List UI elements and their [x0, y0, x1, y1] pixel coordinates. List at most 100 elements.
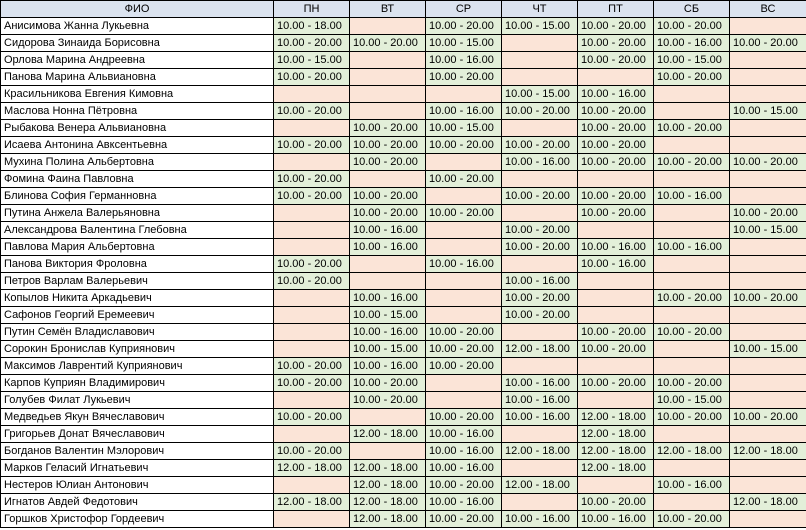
day-off-cell[interactable]: [729, 374, 806, 392]
shift-cell[interactable]: 12.00 - 18.00: [349, 510, 426, 528]
shift-cell[interactable]: 10.00 - 20.00: [729, 408, 806, 426]
employee-name-cell[interactable]: Рыбакова Венера Альвиановна: [0, 119, 274, 137]
shift-cell[interactable]: 10.00 - 20.00: [729, 153, 806, 171]
shift-cell[interactable]: 10.00 - 15.00: [729, 340, 806, 358]
shift-cell[interactable]: 10.00 - 20.00: [577, 136, 654, 154]
day-off-cell[interactable]: [349, 408, 426, 426]
shift-cell[interactable]: 10.00 - 20.00: [729, 204, 806, 222]
shift-cell[interactable]: 12.00 - 18.00: [273, 493, 350, 511]
shift-cell[interactable]: 10.00 - 15.00: [349, 340, 426, 358]
shift-cell[interactable]: 10.00 - 15.00: [653, 391, 730, 409]
day-off-cell[interactable]: [425, 306, 502, 324]
shift-cell[interactable]: 10.00 - 16.00: [501, 153, 578, 171]
shift-cell[interactable]: 10.00 - 20.00: [653, 323, 730, 341]
shift-cell[interactable]: 10.00 - 20.00: [729, 34, 806, 52]
shift-cell[interactable]: 12.00 - 18.00: [349, 493, 426, 511]
day-off-cell[interactable]: [425, 272, 502, 290]
shift-cell[interactable]: 10.00 - 16.00: [653, 187, 730, 205]
shift-cell[interactable]: 10.00 - 16.00: [349, 238, 426, 256]
shift-cell[interactable]: 10.00 - 15.00: [425, 119, 502, 137]
shift-cell[interactable]: 10.00 - 20.00: [653, 119, 730, 137]
day-off-cell[interactable]: [577, 272, 654, 290]
day-off-cell[interactable]: [729, 68, 806, 86]
day-off-cell[interactable]: [729, 459, 806, 477]
day-off-cell[interactable]: [349, 442, 426, 460]
day-off-cell[interactable]: [273, 510, 350, 528]
day-off-cell[interactable]: [349, 85, 426, 103]
day-off-cell[interactable]: [577, 170, 654, 188]
shift-cell[interactable]: 10.00 - 20.00: [273, 357, 350, 375]
shift-cell[interactable]: 10.00 - 20.00: [273, 442, 350, 460]
employee-name-cell[interactable]: Путин Семён Владиславович: [0, 323, 274, 341]
employee-name-cell[interactable]: Исаева Антонина Авксентьевна: [0, 136, 274, 154]
shift-cell[interactable]: 10.00 - 16.00: [349, 289, 426, 307]
shift-cell[interactable]: 10.00 - 20.00: [425, 408, 502, 426]
shift-cell[interactable]: 12.00 - 18.00: [577, 442, 654, 460]
day-off-cell[interactable]: [349, 68, 426, 86]
shift-cell[interactable]: 10.00 - 20.00: [349, 374, 426, 392]
employee-name-cell[interactable]: Орлова Марина Андреевна: [0, 51, 274, 69]
shift-cell[interactable]: 10.00 - 16.00: [577, 510, 654, 528]
employee-name-cell[interactable]: Григорьев Донат Вячеславович: [0, 425, 274, 443]
shift-cell[interactable]: 10.00 - 20.00: [577, 119, 654, 137]
header-cell-day[interactable]: ВС: [729, 0, 806, 18]
employee-name-cell[interactable]: Блинова София Германновна: [0, 187, 274, 205]
shift-cell[interactable]: 10.00 - 20.00: [273, 102, 350, 120]
day-off-cell[interactable]: [501, 255, 578, 273]
day-off-cell[interactable]: [729, 425, 806, 443]
employee-name-cell[interactable]: Красильникова Евгения Кимовна: [0, 85, 274, 103]
shift-cell[interactable]: 10.00 - 20.00: [501, 289, 578, 307]
shift-cell[interactable]: 10.00 - 20.00: [425, 204, 502, 222]
shift-cell[interactable]: 12.00 - 18.00: [349, 476, 426, 494]
day-off-cell[interactable]: [729, 51, 806, 69]
day-off-cell[interactable]: [273, 289, 350, 307]
day-off-cell[interactable]: [653, 272, 730, 290]
employee-name-cell[interactable]: Петров Варлам Валерьевич: [0, 272, 274, 290]
shift-cell[interactable]: 10.00 - 16.00: [425, 255, 502, 273]
day-off-cell[interactable]: [425, 153, 502, 171]
shift-cell[interactable]: 10.00 - 20.00: [577, 153, 654, 171]
shift-cell[interactable]: 12.00 - 18.00: [729, 442, 806, 460]
shift-cell[interactable]: 12.00 - 18.00: [501, 476, 578, 494]
day-off-cell[interactable]: [349, 102, 426, 120]
shift-cell[interactable]: 10.00 - 20.00: [273, 408, 350, 426]
shift-cell[interactable]: 10.00 - 20.00: [577, 204, 654, 222]
employee-name-cell[interactable]: Анисимова Жанна Лукьевна: [0, 17, 274, 35]
day-off-cell[interactable]: [653, 255, 730, 273]
shift-cell[interactable]: 10.00 - 15.00: [273, 51, 350, 69]
header-cell-day[interactable]: ВТ: [349, 0, 426, 18]
day-off-cell[interactable]: [501, 493, 578, 511]
shift-cell[interactable]: 10.00 - 20.00: [273, 68, 350, 86]
shift-cell[interactable]: 10.00 - 20.00: [501, 136, 578, 154]
shift-cell[interactable]: 10.00 - 16.00: [425, 493, 502, 511]
shift-cell[interactable]: 10.00 - 20.00: [577, 493, 654, 511]
day-off-cell[interactable]: [349, 272, 426, 290]
employee-name-cell[interactable]: Панова Марина Альвиановна: [0, 68, 274, 86]
day-off-cell[interactable]: [577, 476, 654, 494]
shift-cell[interactable]: 10.00 - 20.00: [349, 34, 426, 52]
shift-cell[interactable]: 10.00 - 15.00: [653, 51, 730, 69]
shift-cell[interactable]: 10.00 - 20.00: [273, 255, 350, 273]
shift-cell[interactable]: 10.00 - 20.00: [349, 153, 426, 171]
day-off-cell[interactable]: [577, 289, 654, 307]
day-off-cell[interactable]: [729, 85, 806, 103]
shift-cell[interactable]: 10.00 - 16.00: [425, 51, 502, 69]
shift-cell[interactable]: 10.00 - 20.00: [653, 374, 730, 392]
shift-cell[interactable]: 10.00 - 15.00: [501, 85, 578, 103]
day-off-cell[interactable]: [729, 306, 806, 324]
shift-cell[interactable]: 10.00 - 20.00: [577, 17, 654, 35]
shift-cell[interactable]: 10.00 - 15.00: [349, 306, 426, 324]
shift-cell[interactable]: 10.00 - 20.00: [425, 17, 502, 35]
day-off-cell[interactable]: [653, 85, 730, 103]
employee-name-cell[interactable]: Павлова Мария Альбертовна: [0, 238, 274, 256]
employee-name-cell[interactable]: Игнатов Авдей Федотович: [0, 493, 274, 511]
day-off-cell[interactable]: [273, 425, 350, 443]
day-off-cell[interactable]: [729, 391, 806, 409]
shift-cell[interactable]: 10.00 - 20.00: [425, 340, 502, 358]
shift-cell[interactable]: 10.00 - 20.00: [273, 272, 350, 290]
day-off-cell[interactable]: [729, 510, 806, 528]
shift-cell[interactable]: 10.00 - 16.00: [577, 85, 654, 103]
shift-cell[interactable]: 12.00 - 18.00: [577, 408, 654, 426]
day-off-cell[interactable]: [729, 238, 806, 256]
shift-cell[interactable]: 10.00 - 20.00: [577, 374, 654, 392]
